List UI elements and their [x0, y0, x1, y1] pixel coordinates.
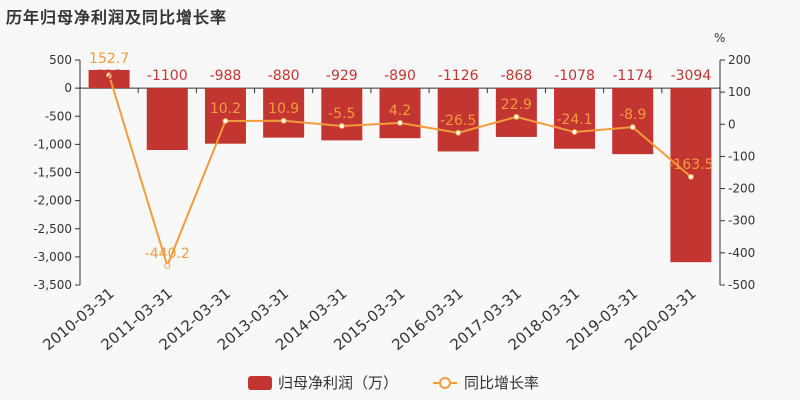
bar-data-label: -1100	[147, 68, 188, 84]
bar	[204, 88, 246, 144]
line-data-label: 152.7	[89, 51, 129, 67]
line-point	[338, 123, 345, 130]
y-axis-left-tick-label: 0	[64, 81, 72, 95]
y-axis-right-tick-label: -200	[728, 182, 755, 196]
line-data-label: 10.9	[268, 101, 299, 117]
line-data-label: -163.5	[668, 157, 713, 173]
bar-data-label: -1078	[554, 68, 595, 84]
line-point	[222, 118, 229, 125]
line-point	[455, 129, 462, 136]
line-point	[106, 72, 113, 79]
bar	[321, 88, 363, 141]
bar-data-label: -1126	[438, 68, 479, 84]
y-axis-right-tick-label: 200	[728, 53, 751, 67]
y-axis-right-tick-label: 0	[728, 117, 736, 131]
bar-data-label: -868	[500, 68, 532, 84]
line-data-label: -24.1	[556, 112, 592, 128]
bar	[437, 88, 479, 152]
bar-data-label: -988	[210, 68, 242, 84]
bar	[263, 88, 305, 138]
y-axis-right-tick-label: 100	[728, 85, 751, 99]
y-axis-right-tick-label: -300	[728, 214, 755, 228]
line-point	[280, 117, 287, 124]
bar-data-label: -880	[268, 68, 300, 84]
y-axis-left-tick-label: -1,500	[33, 166, 72, 180]
chart-title: 历年归母净利润及同比增长率	[6, 8, 228, 27]
line-point	[571, 129, 578, 136]
y-axis-left-tick-label: -3,000	[33, 250, 72, 264]
line-data-label: -26.5	[440, 113, 476, 129]
line-point	[397, 119, 403, 126]
line-data-label: 22.9	[501, 97, 532, 113]
bar	[379, 88, 421, 139]
y-axis-left-tick-label: -500	[45, 109, 72, 123]
legend-bar-swatch	[248, 376, 272, 390]
bar	[146, 88, 188, 150]
y-axis-left-tick-label: -2,000	[33, 194, 72, 208]
bar-data-label: -1174	[612, 68, 653, 84]
legend-line-marker	[439, 377, 451, 389]
bar-data-label: 323	[96, 68, 123, 84]
legend-bar-label: 归母净利润（万）	[278, 374, 398, 392]
bar	[612, 88, 654, 155]
legend-line-label: 同比增长率	[464, 374, 539, 392]
bar-data-label: -890	[384, 68, 416, 84]
y-axis-right-tick-label: -100	[728, 149, 755, 163]
y-axis-right-tick-label: -500	[728, 278, 755, 292]
line-point	[164, 262, 171, 269]
line-data-label: -5.5	[328, 106, 355, 122]
y-axis-left-tick-label: -1,000	[33, 137, 72, 151]
y-axis-left-tick-label: 500	[49, 53, 72, 67]
bar	[554, 88, 596, 149]
line-point	[513, 113, 520, 120]
line-data-label: 4.2	[389, 103, 411, 119]
y-axis-left-tick-label: -3,500	[33, 278, 72, 292]
bar	[495, 88, 537, 137]
line-data-label: -440.2	[145, 246, 190, 262]
y-axis-right-tick-label: -400	[728, 246, 755, 260]
bar-data-label: -3094	[671, 68, 712, 84]
bar-data-label: -929	[326, 68, 358, 84]
line-data-label: 10.2	[210, 101, 241, 117]
line-point	[629, 124, 636, 131]
line-data-label: -8.9	[619, 107, 646, 123]
bar	[88, 69, 130, 89]
line-point	[687, 173, 694, 180]
y-axis-right-unit: %	[714, 31, 725, 45]
y-axis-left-tick-label: -2,500	[33, 222, 72, 236]
